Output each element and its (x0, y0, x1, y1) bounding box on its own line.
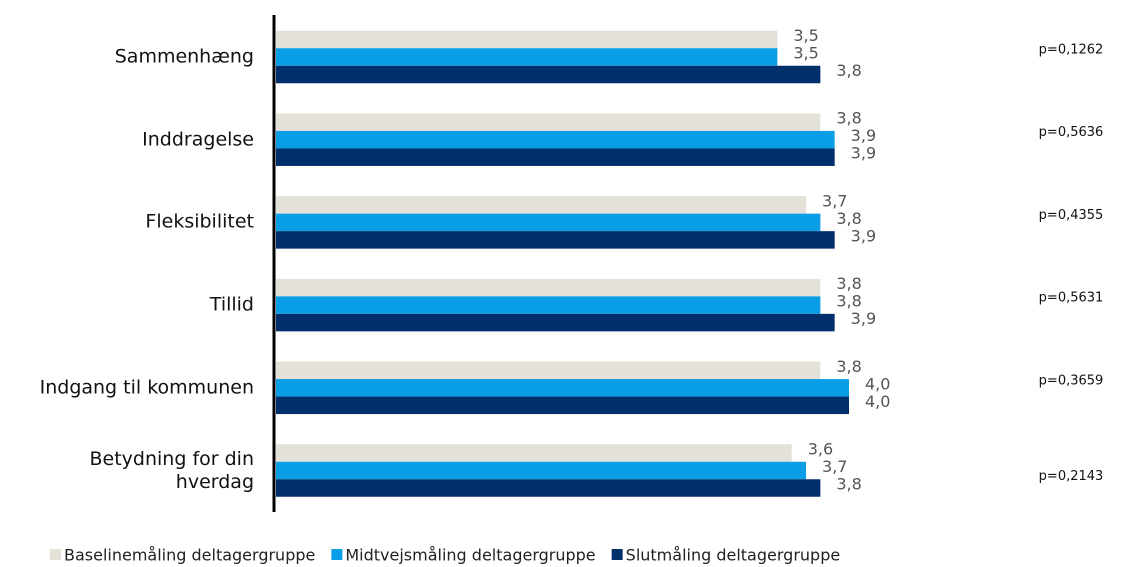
value-label: 3,8 (836, 357, 861, 376)
value-label: 3,7 (822, 191, 847, 210)
bar (276, 313, 835, 332)
legend-swatch (611, 549, 623, 560)
category-label: Indgang til kommunen (39, 376, 254, 399)
value-label: 3,8 (836, 109, 861, 128)
bar (276, 30, 778, 49)
bar (276, 444, 792, 462)
bar (276, 113, 821, 131)
category-label: Inddragelse (142, 128, 254, 151)
bar (276, 296, 821, 314)
category-label: Fleksibilitet (145, 210, 254, 233)
value-label: 3,7 (822, 457, 847, 476)
bar (276, 213, 821, 232)
bar (276, 148, 835, 166)
bar (276, 278, 821, 297)
bar (276, 48, 778, 66)
value-label: 3,9 (851, 144, 876, 163)
bar (276, 231, 835, 249)
bar (276, 379, 849, 397)
legend-swatch (331, 549, 343, 560)
bar (276, 479, 821, 497)
value-label: 3,8 (836, 292, 861, 311)
category-label: Sammenhæng (114, 45, 254, 68)
legend-label: Baselinemåling deltagergruppe (64, 546, 315, 565)
category-label: Betydning for din hverdag (89, 447, 255, 493)
value-label: 3,9 (851, 226, 876, 245)
value-label: 3,6 (808, 440, 833, 459)
bar (276, 461, 807, 480)
category-label: Tillid (209, 293, 254, 316)
value-label: 3,9 (851, 126, 876, 145)
bar (276, 196, 807, 214)
value-label: 3,8 (836, 274, 861, 293)
bar (276, 65, 821, 84)
value-label: 4,0 (865, 374, 890, 393)
p-value: p=0,5636 (1039, 125, 1104, 140)
p-value: p=0,1262 (1039, 43, 1104, 58)
legend-swatch (50, 549, 61, 560)
value-label: 3,8 (836, 209, 861, 228)
legend-label: Midtvejsmåling deltagergruppe (345, 546, 595, 565)
value-label: 3,8 (836, 475, 861, 494)
p-value: p=0,3659 (1039, 373, 1104, 388)
value-label: 3,5 (793, 26, 818, 45)
bar (276, 130, 835, 149)
value-label: 3,8 (836, 61, 861, 80)
p-value: p=0,2143 (1039, 469, 1104, 484)
p-value: p=0,5631 (1039, 291, 1104, 306)
value-label: 4,0 (865, 392, 890, 411)
bar (276, 361, 821, 380)
legend-label: Slutmåling deltagergruppe (626, 546, 841, 565)
bar (276, 396, 849, 415)
p-value: p=0,4355 (1039, 208, 1104, 223)
value-label: 3,5 (793, 44, 818, 63)
value-label: 3,9 (851, 309, 876, 328)
